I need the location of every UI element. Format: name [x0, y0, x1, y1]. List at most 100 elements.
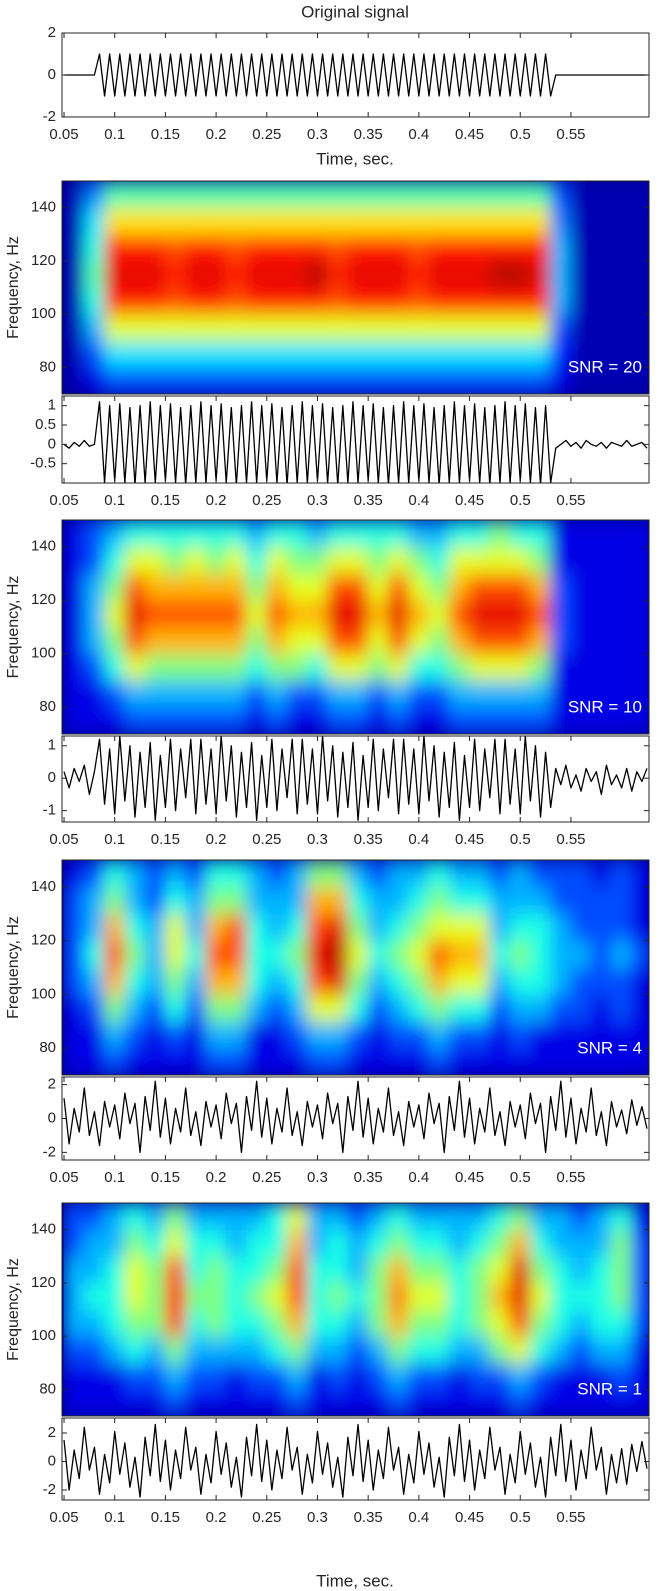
- heatmap-cell: [408, 1255, 430, 1284]
- x-tick-label: 0.05: [49, 492, 78, 509]
- heatmap-cell: [327, 546, 349, 574]
- heatmap-cell: [448, 1020, 471, 1049]
- heatmap-cell: [83, 913, 106, 942]
- heatmap-cell: [327, 287, 349, 315]
- heatmap-cell: [225, 573, 248, 601]
- heatmap-cell: [489, 886, 511, 915]
- heatmap-cell: [631, 886, 649, 915]
- heatmap-cell: [489, 520, 511, 548]
- heatmap-cell: [327, 1362, 349, 1390]
- heatmap-cell: [327, 260, 349, 288]
- heatmap-cell: [408, 233, 430, 262]
- heatmap-cell: [124, 1309, 146, 1337]
- heatmap-cell: [428, 340, 450, 368]
- heatmap-cell: [144, 1335, 166, 1364]
- axes-frame: [61, 1202, 650, 1417]
- heatmap-cell: [63, 940, 85, 968]
- heatmap-cell: [83, 1020, 106, 1049]
- heatmap-cell: [489, 287, 511, 315]
- heatmap-cell: [286, 1388, 308, 1416]
- heatmap-cell: [144, 287, 166, 315]
- x-tick-label: 0.35: [354, 1509, 383, 1526]
- heatmap-cell: [306, 1362, 329, 1390]
- heatmap-cell: [246, 1020, 268, 1049]
- heatmap-cell: [469, 680, 491, 708]
- heatmap-cell: [306, 993, 329, 1022]
- heatmap-cell: [246, 1047, 268, 1075]
- heatmap-cell: [550, 1388, 572, 1416]
- heatmap-cell: [610, 1282, 633, 1310]
- heatmap-cell: [63, 886, 85, 915]
- heatmap-cell: [205, 340, 227, 368]
- heatmap-cell: [387, 181, 410, 209]
- heatmap-cell: [347, 886, 369, 915]
- heatmap-cell: [164, 860, 187, 888]
- heatmap-cell: [83, 520, 106, 548]
- heatmap-cell: [104, 207, 126, 235]
- heatmap-cell: [347, 1388, 369, 1416]
- heatmap-cell: [185, 1229, 207, 1257]
- heatmap-cell: [246, 207, 268, 235]
- heatmap-cell: [144, 340, 166, 368]
- heatmap-cell: [387, 1335, 410, 1364]
- heatmap-cell: [144, 599, 166, 628]
- heatmap-cell: [550, 366, 572, 394]
- heatmap-cell: [529, 546, 552, 574]
- heatmap-cell: [448, 940, 471, 968]
- heatmap-cell: [408, 181, 430, 209]
- heatmap-cell: [428, 653, 450, 681]
- heatmap-cell: [509, 967, 531, 995]
- heatmap-cell: [448, 181, 471, 209]
- heatmap-cell: [246, 546, 268, 574]
- heatmap-cell: [610, 967, 633, 995]
- heatmap-cell: [327, 706, 349, 734]
- y-tick-label: -0.5: [30, 455, 56, 472]
- heatmap-cell: [590, 940, 612, 968]
- heatmap-cell: [631, 1203, 649, 1231]
- heatmap-cell: [610, 706, 633, 734]
- panel: [63, 1080, 648, 1154]
- heatmap-cell: [83, 1282, 106, 1310]
- heatmap-cell: [408, 520, 430, 548]
- heatmap-cell: [469, 599, 491, 628]
- heatmap-cell: [124, 207, 146, 235]
- heatmap-cell: [448, 1203, 471, 1231]
- heatmap-cell: [327, 1229, 349, 1257]
- heatmap-cell: [550, 207, 572, 235]
- y-tick-label: 140: [31, 538, 56, 555]
- heatmap-cell: [266, 287, 288, 315]
- heatmap-cell: [550, 1282, 572, 1310]
- heatmap-cell: [225, 680, 248, 708]
- heatmap-cell: [246, 1309, 268, 1337]
- panel: [63, 401, 648, 483]
- heatmap-cell: [631, 573, 649, 601]
- heatmap-cell: [347, 1362, 369, 1390]
- heatmap-cell: [408, 573, 430, 601]
- heatmap-cell: [610, 181, 633, 209]
- heatmap-cell: [448, 233, 471, 262]
- heatmap-cell: [631, 207, 649, 235]
- heatmap-cell: [246, 1255, 268, 1284]
- y-tick-label: 140: [31, 878, 56, 895]
- heatmap-cell: [144, 546, 166, 574]
- heatmap-cell: [83, 1388, 106, 1416]
- heatmap-cell: [83, 1203, 106, 1231]
- heatmap-cell: [590, 1203, 612, 1231]
- heatmap-cell: [509, 599, 531, 628]
- heatmap-cell: [63, 260, 85, 288]
- heatmap-cell: [387, 1362, 410, 1390]
- heatmap-cell: [408, 886, 430, 915]
- heatmap-cell: [590, 886, 612, 915]
- heatmap-cell: [631, 546, 649, 574]
- heatmap-cell: [104, 1335, 126, 1364]
- heatmap-cell: [448, 520, 471, 548]
- heatmap-cell: [347, 181, 369, 209]
- heatmap-cell: [529, 233, 552, 262]
- heatmap-cell: [509, 680, 531, 708]
- heatmap-cell: [164, 940, 187, 968]
- heatmap-cell: [164, 260, 187, 288]
- heatmap-cell: [387, 860, 410, 888]
- heatmap-cell: [631, 940, 649, 968]
- heatmap-cell: [408, 313, 430, 342]
- heatmap-cell: [205, 520, 227, 548]
